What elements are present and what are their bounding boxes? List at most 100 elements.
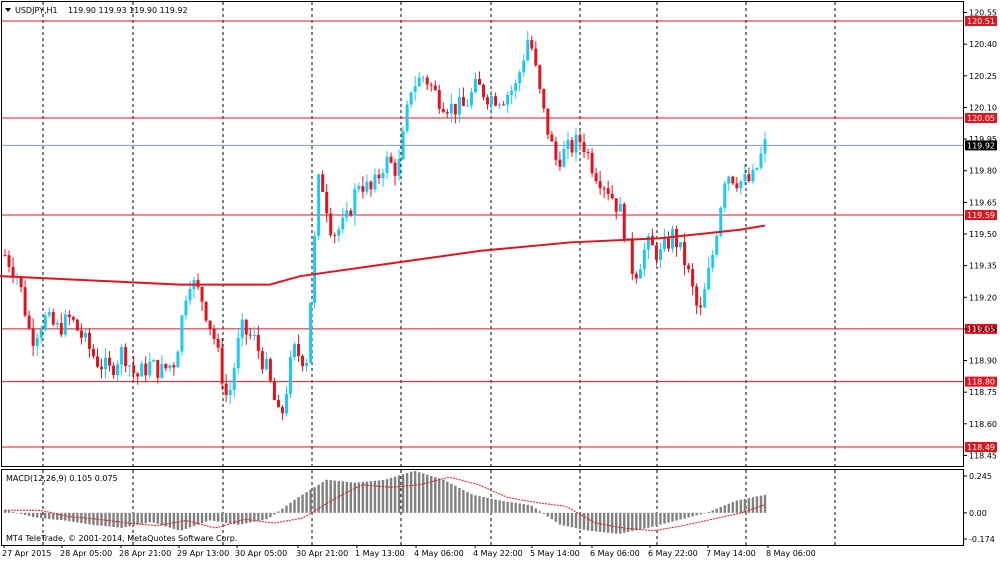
y-tick-label: 120.55 (969, 9, 997, 18)
candle-body (112, 365, 116, 376)
candle-body (683, 242, 687, 266)
macd-bar (168, 512, 172, 528)
macd-bar (506, 501, 509, 513)
macd-bar (241, 512, 244, 525)
macd-bar (285, 505, 288, 513)
candle-body (55, 323, 59, 325)
macd-bar (152, 512, 155, 523)
candle-body (184, 300, 188, 316)
macd-bar (522, 504, 525, 513)
candle-body (353, 189, 357, 216)
macd-bar (417, 472, 421, 513)
macd-indicator (3, 471, 767, 534)
moving-average (0, 224, 766, 286)
candle-body (369, 181, 373, 190)
macd-bar (204, 512, 208, 522)
candle-body (132, 365, 136, 374)
macd-bar (128, 512, 131, 527)
candle-body (530, 40, 534, 49)
x-tick-label: 7 May 14:00 (706, 549, 756, 558)
candle-body (405, 104, 409, 131)
macd-bar (691, 512, 694, 517)
candle-body (11, 266, 15, 277)
candle-body (711, 254, 715, 268)
y-tick-label: 118.60 (969, 420, 997, 429)
candle-body (675, 228, 679, 248)
macd-y-tick-label: 0.00 (969, 509, 987, 518)
current-price-label: 119.92 (967, 141, 995, 150)
macd-bar (502, 501, 505, 513)
y-tick-label: 119.05 (969, 325, 997, 334)
candle-body (63, 314, 67, 335)
macd-bar (216, 512, 220, 522)
y-tick-label: 118.45 (969, 451, 997, 460)
candle-body (538, 65, 542, 89)
candle-body (514, 83, 518, 91)
macd-bar (35, 512, 39, 518)
macd-bar (703, 512, 706, 514)
candle-body (341, 217, 345, 230)
macd-bar (369, 481, 373, 513)
symbol-label: USDJPY,H1 (15, 6, 58, 15)
macd-bar (212, 512, 216, 522)
candle-body (590, 152, 594, 174)
x-tick-label: 30 Apr 21:00 (296, 549, 348, 558)
candle-body (650, 236, 654, 246)
candle-body (361, 186, 365, 192)
macd-bar (257, 512, 260, 521)
candle-body (244, 319, 248, 335)
macd-bar (393, 476, 397, 513)
macd-bar (361, 482, 365, 513)
candle-body (654, 245, 658, 260)
level-tag-label: 120.51 (967, 17, 995, 26)
y-tick-label: 119.95 (969, 135, 997, 144)
macd-bar (112, 512, 115, 528)
y-tick-label: 119.80 (969, 167, 997, 176)
candle-body (268, 359, 272, 381)
candle-body (71, 317, 75, 320)
macd-bar (683, 512, 686, 519)
macd-bar (751, 497, 755, 513)
symbol-dropdown-icon[interactable] (5, 8, 11, 12)
candle-body (646, 236, 650, 250)
macd-bar (538, 511, 542, 513)
candle-body (19, 276, 23, 288)
candle-body (755, 167, 759, 170)
macd-bar (731, 502, 735, 513)
candle-body (95, 356, 99, 367)
candle-body (144, 363, 148, 376)
candle-body (389, 156, 393, 163)
macd-bar (659, 512, 662, 525)
level-tag-label: 118.80 (967, 378, 995, 387)
macd-bar (631, 512, 634, 532)
candle-body (494, 96, 498, 106)
candle-body (461, 97, 465, 106)
candle-body (566, 140, 570, 150)
macd-bar (261, 512, 264, 521)
macd-bar (627, 512, 630, 532)
candle-body (224, 383, 228, 396)
level-tag: 118.80 (965, 376, 997, 387)
price-axis: 120.55 120.40 120.25 120.10 119.95 119.80 119.… (963, 9, 997, 460)
x-tick-label: 4 May 06:00 (414, 549, 464, 558)
candle-body (305, 362, 309, 367)
macd-bar (228, 512, 232, 524)
price-panel[interactable] (1, 1, 964, 467)
macd-bar (667, 512, 670, 523)
macd-bar (450, 483, 453, 513)
candle-body (297, 344, 301, 356)
macd-bar (11, 511, 15, 513)
time-axis: 27 Apr 2015 28 Apr 05:00 28 Apr 21:00 29 Ap… (2, 545, 816, 558)
candle-body (731, 176, 735, 184)
macd-bar (329, 480, 332, 513)
candle-body (465, 105, 469, 107)
y-tick-label: 119.20 (969, 293, 997, 302)
candle-body (409, 92, 413, 105)
ma-line (0, 224, 766, 286)
macd-bar (249, 512, 252, 523)
macd-axis: 0.245 0.00 -0.174 (963, 472, 995, 544)
macd-bar (277, 511, 280, 513)
macd-bar (430, 475, 433, 513)
candle-body (212, 328, 216, 339)
